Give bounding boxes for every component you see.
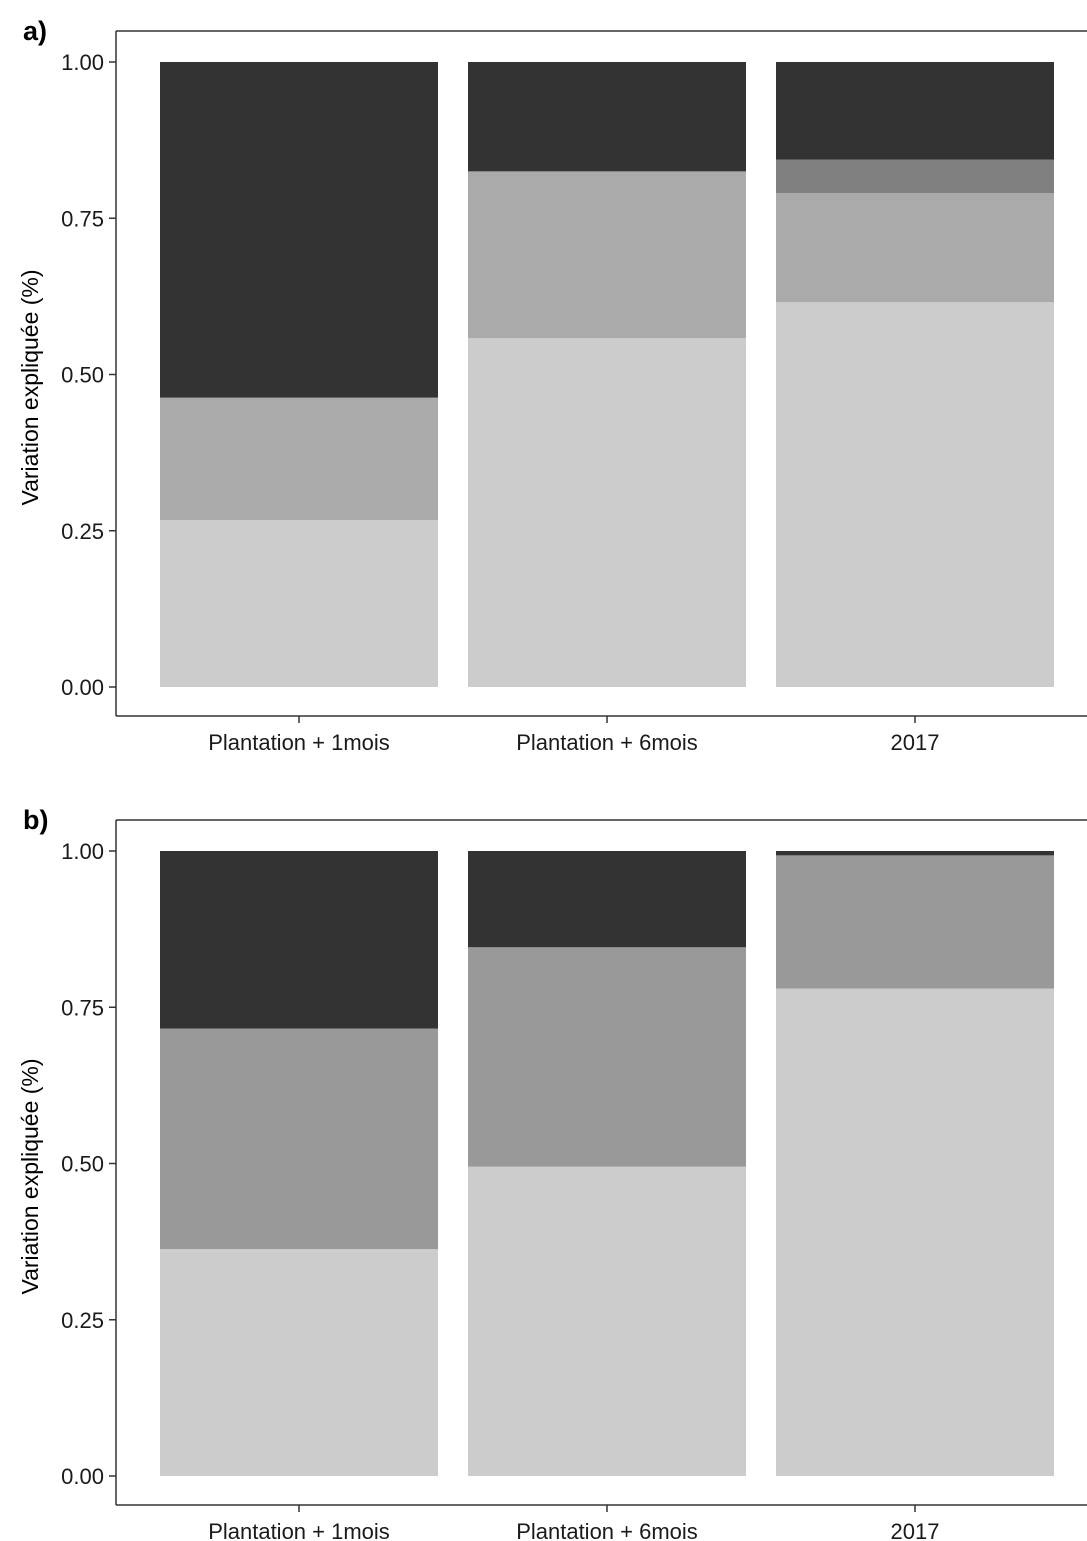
- y-tick-label: 1.00: [61, 50, 104, 75]
- x-tick-label: Plantation + 6mois: [516, 730, 698, 755]
- bar-segment: [776, 988, 1054, 1476]
- bar-segment: [160, 1028, 438, 1250]
- bar-segment: [468, 62, 746, 172]
- y-tick-label: 0.25: [61, 519, 104, 544]
- y-tick-label: 0.75: [61, 995, 104, 1020]
- bar-segment: [160, 62, 438, 398]
- x-tick-label: Plantation + 1mois: [208, 730, 390, 755]
- x-tick-label: 2017: [891, 730, 940, 755]
- y-tick-label: 0.25: [61, 1308, 104, 1333]
- bar-segment: [468, 171, 746, 339]
- chart-panel-a: 0.00 0.25 0.50 0.75 1.00 Plantation + 1mois Pl…: [17, 16, 1087, 755]
- x-tick-label: 2017: [891, 1519, 940, 1541]
- y-tick-label: 1.00: [61, 839, 104, 864]
- x-tick-label: Plantation + 1mois: [208, 1519, 390, 1541]
- bar-segment: [160, 1249, 438, 1476]
- x-tick-label: Plantation + 6mois: [516, 1519, 698, 1541]
- y-tick-label: 0.50: [61, 363, 104, 388]
- bar-segment: [776, 193, 1054, 302]
- bar-segment: [776, 302, 1054, 687]
- bar-segment: [776, 851, 1054, 856]
- panel-label: a): [23, 16, 47, 46]
- y-tick-label: 0.50: [61, 1152, 104, 1177]
- y-axis-title: Variation expliquée (%): [17, 1058, 43, 1294]
- y-tick-label: 0.00: [61, 1464, 104, 1489]
- panel-label: b): [23, 805, 48, 835]
- bar-segment: [160, 851, 438, 1029]
- y-axis-title: Variation expliquée (%): [17, 269, 43, 505]
- y-tick-label: 0.00: [61, 675, 104, 700]
- bar-segment: [468, 1166, 746, 1476]
- bar-segment: [468, 338, 746, 687]
- bar-segment: [468, 947, 746, 1167]
- bar-segment: [160, 397, 438, 521]
- y-tick-label: 0.75: [61, 206, 104, 231]
- bar-segment: [776, 855, 1054, 989]
- bar-segment: [468, 851, 746, 948]
- chart-panel-b: 0.00 0.25 0.50 0.75 1.00 Plantation + 1mois Pl…: [17, 805, 1087, 1541]
- bar-segment: [776, 159, 1054, 194]
- bar-segment: [160, 520, 438, 687]
- bar-segment: [776, 62, 1054, 160]
